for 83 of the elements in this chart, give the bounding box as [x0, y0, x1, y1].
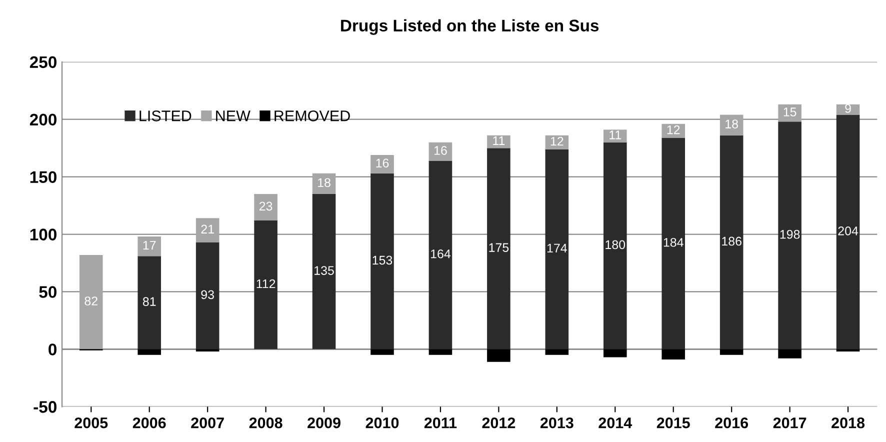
y-tick-label: -50 [34, 401, 56, 413]
y-tick-label: 100 [30, 228, 56, 240]
x-tick-label: 2012 [482, 417, 516, 428]
data-label: 186 [722, 236, 742, 246]
bar [603, 349, 627, 358]
data-label: 82 [84, 296, 98, 306]
x-tick-label: 2016 [715, 417, 748, 428]
bar [545, 149, 569, 350]
data-label: 11 [493, 136, 505, 145]
bar [138, 236, 161, 256]
data-label: 15 [784, 108, 796, 116]
data-label: 198 [780, 230, 800, 239]
x-tick-label: 2009 [308, 417, 340, 428]
bar [254, 220, 278, 350]
data-label: 17 [143, 240, 156, 250]
bar [778, 122, 802, 350]
legend-label: LISTED [140, 110, 192, 122]
x-tick-label: 2015 [656, 417, 690, 428]
bar [138, 256, 161, 350]
x-tick-label: 2005 [74, 417, 108, 428]
data-label: 93 [201, 290, 214, 300]
data-label: 175 [489, 243, 509, 252]
bar [428, 349, 452, 355]
data-label: 180 [606, 240, 626, 250]
bar [487, 349, 510, 362]
bar [720, 349, 744, 355]
data-label: 135 [314, 266, 334, 275]
legend-label: NEW [216, 110, 250, 122]
x-tick-label: 2010 [366, 417, 399, 428]
bar [428, 160, 452, 350]
data-label: 16 [376, 158, 389, 168]
bar [836, 114, 860, 350]
bar [603, 142, 627, 350]
x-tick-label: 2006 [132, 417, 166, 428]
y-tick-label: 150 [30, 171, 56, 184]
bar [662, 349, 686, 360]
bar [662, 138, 686, 350]
x-tick-label: 2008 [249, 417, 282, 428]
data-label: 153 [372, 256, 392, 265]
x-tick-label: 2013 [540, 417, 574, 428]
data-label: 174 [547, 244, 567, 252]
y-tick-label: 250 [30, 56, 56, 68]
bar [312, 194, 336, 350]
legend-label: REMOVED [274, 110, 350, 122]
bar [778, 349, 802, 358]
bar [370, 173, 394, 350]
y-tick-label: 0 [48, 344, 56, 356]
data-label: 12 [550, 136, 564, 146]
bar [196, 218, 220, 242]
bar [79, 254, 103, 350]
data-label: 184 [664, 238, 684, 247]
chart-title: Drugs Listed on the Liste en Sus [341, 19, 599, 35]
bar [778, 104, 802, 122]
data-label: 81 [142, 297, 156, 306]
data-label: 11 [610, 130, 622, 140]
data-label: 9 [845, 104, 851, 113]
x-tick-label: 2018 [832, 417, 865, 428]
data-label: 204 [838, 226, 858, 236]
bar [603, 130, 627, 142]
data-label: 18 [318, 178, 330, 188]
bar [138, 349, 161, 355]
bar [487, 135, 510, 148]
x-tick-label: 2011 [424, 417, 457, 428]
bar [545, 349, 569, 355]
data-label: 21 [201, 224, 214, 234]
bar [720, 135, 744, 350]
data-label: 18 [726, 120, 738, 128]
bar [196, 242, 220, 350]
bar [254, 194, 278, 220]
x-tick-label: 2017 [773, 417, 806, 428]
x-tick-label: 2007 [191, 417, 224, 428]
bar [370, 154, 394, 174]
x-tick-label: 2014 [598, 417, 632, 428]
y-tick-label: 200 [30, 114, 56, 126]
data-label: 112 [256, 279, 276, 288]
bar [370, 349, 394, 355]
y-tick-label: 50 [39, 286, 56, 298]
data-label: 23 [259, 202, 272, 211]
data-label: 16 [434, 146, 447, 155]
bar [487, 148, 510, 350]
data-label: 12 [667, 125, 680, 134]
bar [720, 114, 744, 136]
data-label: 164 [430, 249, 451, 258]
